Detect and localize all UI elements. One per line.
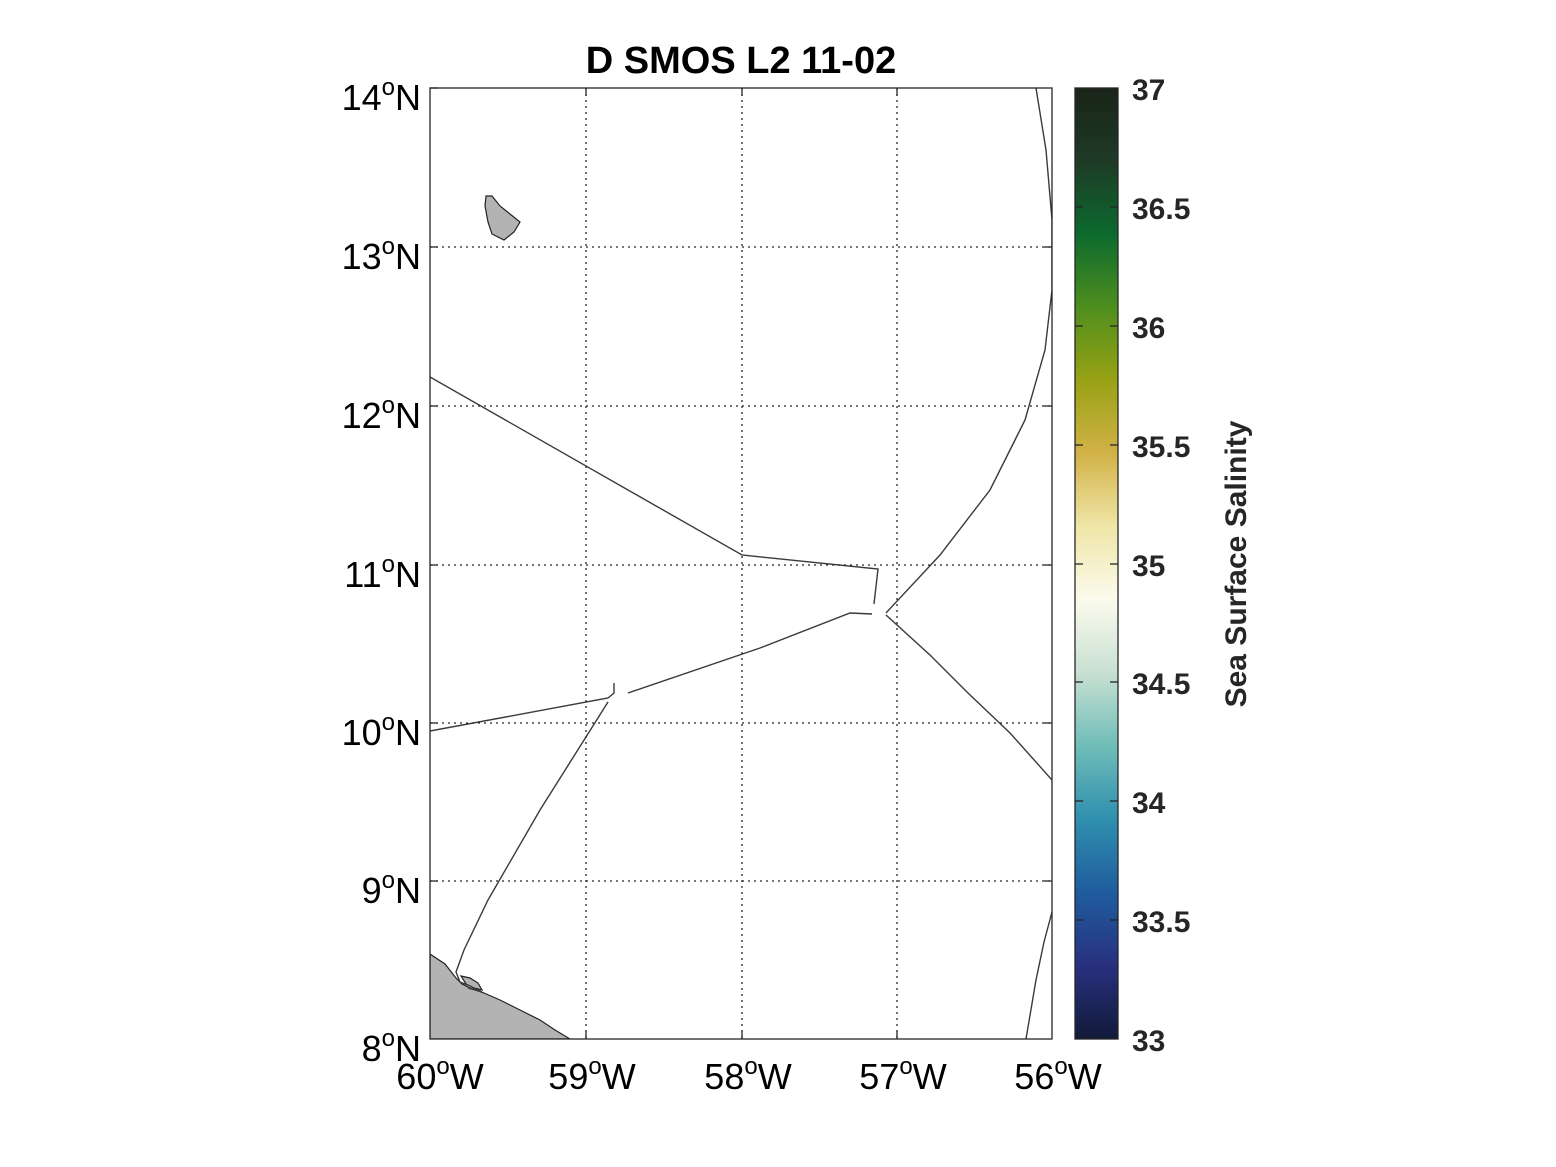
lat-label-13: 13oN xyxy=(342,233,421,277)
colorbar-tick-35: 35 xyxy=(1132,550,1165,583)
lat-label-11: 11oN xyxy=(344,551,421,595)
track-middle xyxy=(430,683,615,732)
colorbar-tick-34.5: 34.5 xyxy=(1132,668,1190,701)
colorbar-label: Sea Surface Salinity xyxy=(1220,420,1253,707)
map-axes: 14oN 13oN 12oN 11oN 10oN 9oN 8oN 60oW 59… xyxy=(342,74,1102,1097)
lon-label-60: 60oW xyxy=(396,1053,483,1097)
colorbar-tick-33.5: 33.5 xyxy=(1132,906,1190,939)
map-tick-marks xyxy=(430,87,1052,1039)
colorbar-tick-34: 34 xyxy=(1132,787,1166,820)
lat-label-14: 14oN xyxy=(342,74,421,118)
track-middle-east xyxy=(627,612,873,694)
colorbar-tick-37: 37 xyxy=(1132,74,1165,107)
lat-label-8: 8oN xyxy=(362,1025,421,1069)
colorbar-tick-labels: 37 36.5 36 35.5 35 34.5 34 33.5 33 xyxy=(1132,74,1190,1058)
lat-tick-labels: 14oN 13oN 12oN 11oN 10oN 9oN 8oN xyxy=(342,74,421,1069)
colorbar-tick-36: 36 xyxy=(1132,312,1165,345)
lon-label-56: 56oW xyxy=(1014,1053,1101,1097)
colorbar: 37 36.5 36 35.5 35 34.5 34 33.5 33 Sea S… xyxy=(1074,74,1253,1058)
lat-label-10: 10oN xyxy=(342,709,421,753)
lat-label-9: 9oN xyxy=(362,867,421,911)
track-southwest xyxy=(455,701,609,993)
colorbar-tick-33: 33 xyxy=(1132,1025,1165,1058)
colorbar-tick-36.5: 36.5 xyxy=(1132,193,1190,226)
map-frame xyxy=(429,87,1053,1040)
lon-label-58: 58oW xyxy=(704,1053,791,1097)
track-southeast xyxy=(885,614,1052,781)
map-title: D SMOS L2 11-02 xyxy=(586,40,896,82)
lon-label-57: 57oW xyxy=(859,1053,946,1097)
lon-label-59: 59oW xyxy=(548,1053,635,1097)
lon-tick-labels: 60oW 59oW 58oW 57oW 56oW xyxy=(396,1053,1101,1097)
land-island xyxy=(484,195,521,241)
map-gridlines xyxy=(430,88,1052,1039)
track-east-arc xyxy=(885,88,1052,614)
lat-label-12: 12oN xyxy=(342,392,421,436)
colorbar-tick-marks xyxy=(1075,206,1118,921)
land-south-america xyxy=(430,953,572,1039)
track-bottom-right xyxy=(1025,911,1052,1039)
colorbar-tick-35.5: 35.5 xyxy=(1132,431,1190,464)
map-background xyxy=(430,88,1052,1039)
